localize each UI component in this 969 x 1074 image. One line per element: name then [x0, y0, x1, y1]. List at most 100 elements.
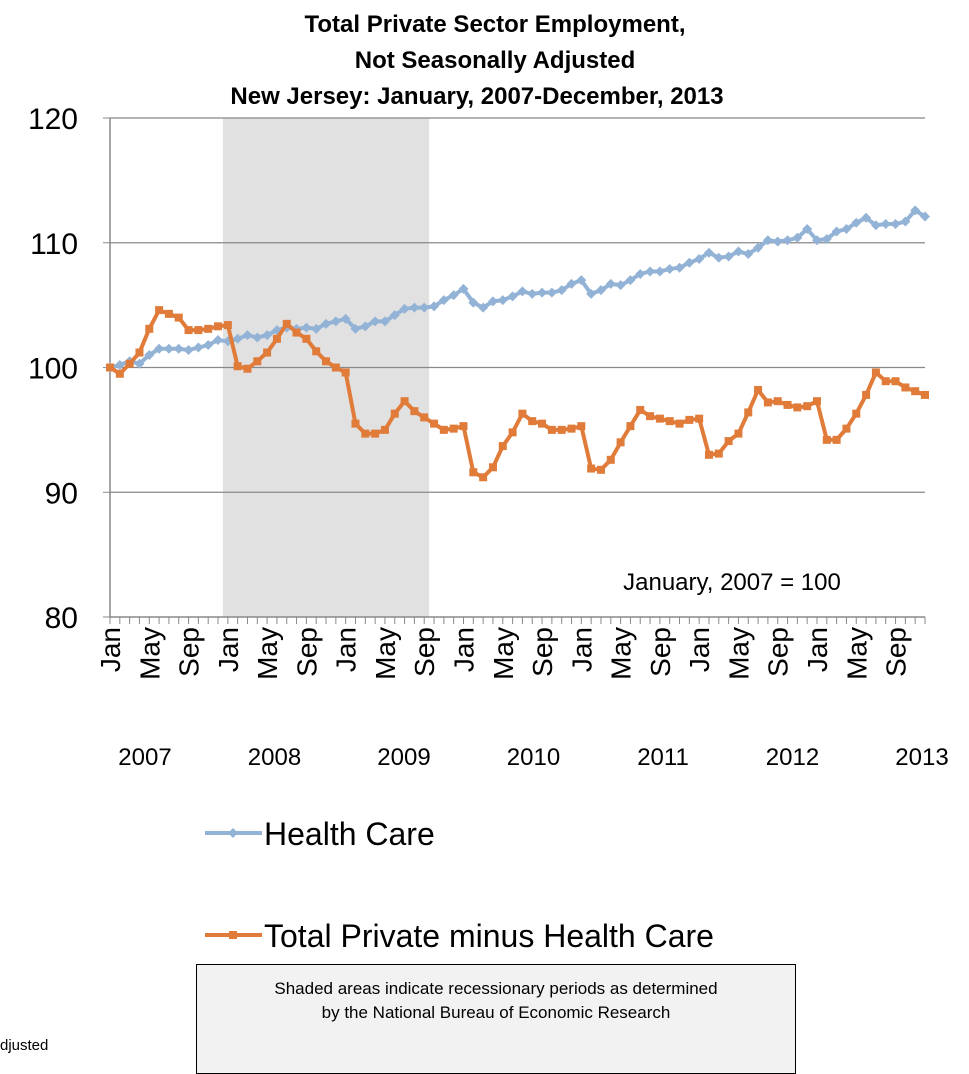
series-marker — [704, 450, 713, 459]
series-marker — [498, 442, 507, 451]
x-tick-label: Jan — [331, 627, 362, 672]
series-marker — [596, 465, 605, 474]
x-tick-label: Sep — [409, 627, 440, 677]
series-marker — [605, 278, 616, 289]
series-marker — [242, 330, 253, 341]
note-line: by the National Bureau of Economic Resea… — [321, 1003, 671, 1022]
x-tick-label: Jan — [566, 627, 597, 672]
y-tick-label: 90 — [45, 477, 78, 510]
series-marker — [115, 369, 124, 378]
series-marker — [685, 415, 694, 424]
x-tick-label: Sep — [763, 627, 794, 677]
series-marker — [458, 283, 469, 294]
series-marker — [754, 385, 763, 394]
series-marker — [636, 405, 645, 414]
series-marker — [312, 347, 321, 356]
series-marker — [361, 429, 370, 438]
series-marker — [340, 313, 351, 324]
chart-title: Not Seasonally Adjusted — [355, 47, 636, 74]
series-marker — [586, 288, 597, 299]
series-marker — [282, 319, 291, 328]
x-tick-label: Jan — [213, 627, 244, 672]
series-marker — [822, 435, 831, 444]
series-marker — [901, 383, 910, 392]
series-marker — [527, 288, 538, 299]
series-marker — [557, 425, 566, 434]
series-marker — [253, 357, 262, 366]
series-marker — [694, 253, 705, 264]
series-marker — [497, 295, 508, 306]
series-marker — [204, 324, 213, 333]
x-tick-label: Sep — [174, 627, 205, 677]
series-marker — [134, 358, 145, 369]
series-marker — [841, 224, 852, 235]
year-label: 2013 — [895, 744, 948, 771]
series-marker — [664, 263, 675, 274]
series-marker — [606, 455, 615, 464]
series-marker — [733, 246, 744, 257]
series-marker — [106, 363, 114, 372]
series-marker — [331, 363, 340, 372]
series-marker — [223, 321, 232, 330]
series-marker — [832, 435, 841, 444]
series-marker — [724, 437, 733, 446]
series-marker — [469, 468, 478, 477]
series-marker — [921, 390, 929, 399]
series-marker — [763, 398, 772, 407]
x-tick-label: Sep — [881, 627, 912, 677]
series-marker — [577, 422, 586, 431]
series-marker — [487, 296, 498, 307]
series-marker — [713, 252, 724, 263]
x-tick-label: Sep — [527, 627, 558, 677]
series-marker — [871, 368, 880, 377]
series-marker — [862, 390, 871, 399]
series-marker — [232, 333, 243, 344]
series-marker — [389, 310, 400, 321]
series-marker — [852, 409, 861, 418]
series-marker — [782, 235, 793, 246]
series-marker — [911, 387, 920, 396]
x-tick-label: May — [252, 627, 283, 680]
series-marker — [674, 262, 685, 273]
annotation: January, 2007 = 100 — [623, 569, 841, 596]
series-marker — [174, 313, 183, 322]
series-marker — [439, 425, 448, 434]
series-marker — [154, 343, 165, 354]
series-marker — [272, 334, 281, 343]
series-marker — [772, 236, 783, 247]
series-marker — [214, 322, 223, 331]
series-marker — [478, 302, 489, 313]
series-marker — [203, 340, 214, 351]
series-marker — [881, 377, 890, 386]
series-marker — [654, 266, 665, 277]
series-marker — [479, 473, 488, 482]
series-marker — [703, 247, 714, 258]
series-marker — [341, 368, 350, 377]
series-marker — [812, 397, 821, 406]
chart-title: Total Private Sector Employment, — [305, 11, 686, 38]
series-marker — [870, 220, 881, 231]
series-marker — [723, 251, 734, 262]
x-tick-label: May — [134, 627, 165, 680]
series-marker — [410, 407, 419, 416]
year-label: 2010 — [507, 744, 560, 771]
series-marker — [400, 397, 409, 406]
series-marker — [803, 402, 812, 411]
year-label: 2012 — [766, 744, 819, 771]
series-marker — [773, 397, 782, 406]
series-marker — [193, 342, 204, 353]
series-marker — [744, 408, 753, 417]
series-marker — [547, 425, 556, 434]
series-marker — [684, 257, 695, 268]
series-marker — [448, 290, 459, 301]
series-marker — [537, 287, 548, 298]
series-marker — [920, 211, 930, 222]
series-marker — [811, 235, 822, 246]
series-marker — [263, 348, 272, 357]
series-marker — [438, 295, 449, 306]
series-marker — [194, 326, 203, 335]
series-marker — [695, 414, 704, 423]
series-marker — [635, 268, 646, 279]
x-tick-label: Sep — [291, 627, 322, 677]
series-marker — [145, 324, 154, 333]
